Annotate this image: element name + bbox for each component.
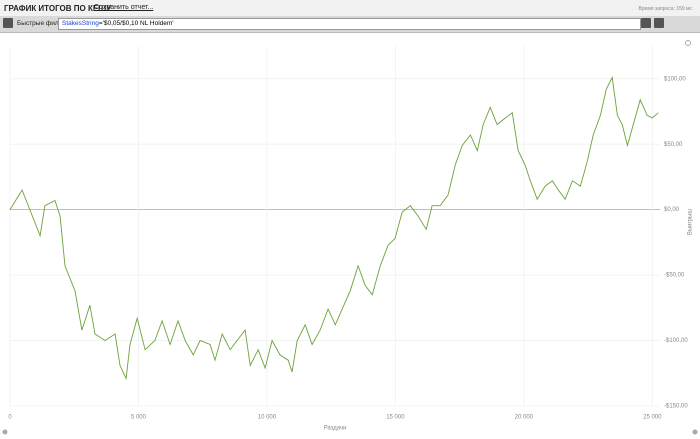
query-time: Время запроса: 159 мс (638, 6, 692, 12)
filter-button[interactable] (3, 18, 13, 28)
x-tick-label: 0 (8, 415, 12, 421)
filter-bar: Быстрые фильтры StakesString='$0,05/$0,1… (0, 16, 700, 33)
y-tick-label: $100,00 (664, 76, 686, 82)
header: ГРАФИК ИТОГОВ ПО КЕШУ Сохранить отчет...… (0, 0, 700, 16)
filter-expression: ='$0,05/$0,10 NL Holdem' (98, 20, 174, 27)
y-tick-label: -$50,00 (664, 273, 685, 279)
save-link[interactable]: Сохранить отчет... (94, 4, 154, 11)
x-tick-label: 20 000 (515, 415, 534, 421)
title: ГРАФИК ИТОГОВ ПО КЕШУ (4, 4, 112, 13)
y-tick-label: -$150,00 (664, 404, 688, 410)
y-tick-label: $0,00 (664, 207, 680, 213)
filter-input[interactable]: StakesString='$0,05/$0,10 NL Holdem' (58, 18, 641, 30)
y-axis-label: Выигрыш (688, 209, 694, 236)
y-tick-label: $50,00 (664, 142, 683, 148)
x-tick-label: 25 000 (643, 415, 662, 421)
x-axis-label: Раздачи (324, 426, 347, 432)
x-tick-label: 5 000 (131, 415, 147, 421)
x-tick-label: 10 000 (258, 415, 277, 421)
clear-filter-button[interactable] (654, 18, 664, 28)
settings-icon[interactable] (692, 429, 698, 435)
filter-field: StakesString (62, 20, 99, 27)
settings-icon[interactable] (2, 429, 8, 435)
save-filter-button[interactable] (641, 18, 651, 28)
y-tick-label: -$100,00 (664, 338, 688, 344)
x-tick-label: 15 000 (386, 415, 405, 421)
zoom-icon[interactable] (685, 40, 691, 46)
line (9, 75, 659, 381)
filter-label: Быстрые фильтры (17, 20, 73, 27)
